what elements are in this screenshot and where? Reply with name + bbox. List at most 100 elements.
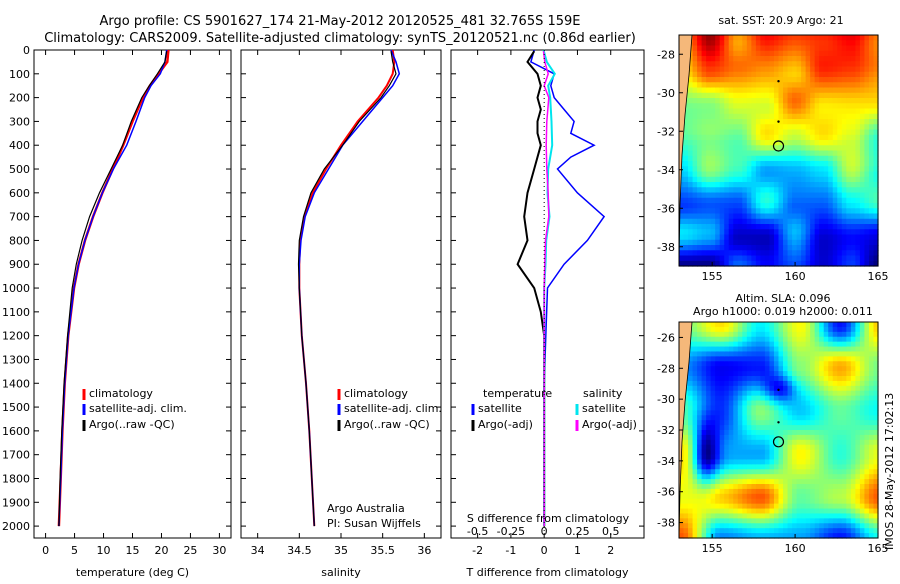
heatmap-cell bbox=[724, 155, 730, 162]
heatmap-cell bbox=[787, 176, 793, 183]
heatmap-cell bbox=[868, 493, 875, 500]
heatmap-cell bbox=[828, 155, 834, 162]
heatmap-cell bbox=[864, 56, 870, 62]
heatmap-cell bbox=[819, 356, 825, 362]
heatmap-cell bbox=[846, 380, 852, 387]
heatmap-cell bbox=[778, 40, 784, 47]
heatmap-cell bbox=[841, 119, 847, 125]
heatmap-cell bbox=[760, 103, 766, 110]
heatmap-cell bbox=[706, 410, 712, 416]
heatmap-cell bbox=[868, 197, 875, 204]
heatmap-cell bbox=[701, 166, 707, 173]
heatmap-cell bbox=[710, 430, 716, 436]
heatmap-cell bbox=[778, 405, 784, 411]
heatmap-cell bbox=[724, 255, 730, 262]
heatmap-cell bbox=[855, 528, 861, 534]
heatmap-cell bbox=[837, 390, 843, 397]
heatmap-cell bbox=[692, 45, 698, 52]
heatmap-cell bbox=[742, 197, 748, 204]
heatmap-cell bbox=[868, 322, 875, 328]
x-tick-label: 25 bbox=[183, 544, 197, 557]
heatmap-cell bbox=[737, 50, 743, 57]
heatmap-cell bbox=[868, 371, 875, 377]
heatmap-cell bbox=[701, 45, 707, 52]
heatmap-cell bbox=[755, 390, 762, 397]
heatmap-cell bbox=[697, 187, 703, 194]
heatmap-cell bbox=[801, 250, 807, 257]
heatmap-cell bbox=[801, 420, 807, 426]
heatmap-cell bbox=[742, 229, 748, 236]
heatmap-cell bbox=[692, 459, 698, 465]
heatmap-cell bbox=[841, 224, 847, 230]
heatmap-cell bbox=[810, 513, 816, 519]
heatmap-cell bbox=[832, 145, 838, 152]
heatmap-cell bbox=[846, 245, 852, 251]
heatmap-cell bbox=[828, 464, 834, 470]
heatmap-cell bbox=[796, 145, 802, 152]
heatmap-cell bbox=[724, 380, 730, 387]
heatmap-cell bbox=[810, 61, 816, 68]
heatmap-cell bbox=[859, 400, 866, 407]
heatmap-cell bbox=[733, 245, 739, 251]
heatmap-cell bbox=[868, 336, 875, 343]
heatmap-cell bbox=[746, 508, 752, 515]
heatmap-cell bbox=[787, 129, 793, 136]
heatmap-cell bbox=[819, 155, 825, 162]
heatmap-cell bbox=[688, 208, 694, 215]
heatmap-cell bbox=[828, 103, 834, 110]
heatmap-cell bbox=[810, 87, 816, 94]
heatmap-cell bbox=[841, 385, 847, 392]
heatmap-cell bbox=[859, 255, 866, 262]
legend-label: Argo(-adj) bbox=[478, 418, 533, 431]
heatmap-cell bbox=[719, 493, 725, 500]
heatmap-cell bbox=[868, 166, 875, 173]
heatmap-cell bbox=[810, 77, 816, 83]
heatmap-cell bbox=[710, 176, 716, 183]
figure-title-line2: Climatology: CARS2009. Satellite-adjuste… bbox=[44, 31, 636, 46]
heatmap-cell bbox=[760, 155, 766, 162]
heatmap-cell bbox=[868, 87, 875, 94]
heatmap-cell bbox=[810, 336, 816, 343]
heatmap-cell bbox=[855, 134, 861, 141]
heatmap-cell bbox=[769, 77, 775, 83]
y-tick-label: 1800 bbox=[2, 472, 30, 485]
heatmap-cell bbox=[787, 77, 793, 83]
heatmap-cell bbox=[755, 124, 762, 131]
heatmap-cell bbox=[688, 459, 694, 465]
heatmap-cell bbox=[783, 145, 789, 152]
heatmap-cell bbox=[760, 134, 766, 141]
heatmap-cell bbox=[814, 474, 820, 480]
heatmap-cell bbox=[742, 155, 748, 162]
heatmap-cell bbox=[710, 40, 716, 47]
heatmap-cell bbox=[850, 361, 856, 367]
heatmap-cell bbox=[828, 484, 834, 490]
heatmap-cell bbox=[688, 513, 694, 519]
heatmap-cell bbox=[688, 415, 694, 421]
heatmap-cell bbox=[841, 361, 847, 367]
heatmap-cell bbox=[796, 371, 802, 377]
heatmap-cell bbox=[715, 518, 721, 524]
heatmap-cell bbox=[823, 140, 829, 146]
map-title-line2: Argo h1000: 0.019 h2000: 0.011 bbox=[693, 305, 873, 318]
heatmap-cell bbox=[868, 255, 875, 262]
heatmap-cell bbox=[742, 66, 748, 73]
heatmap-cell bbox=[864, 533, 870, 539]
heatmap-cell bbox=[737, 145, 743, 152]
heatmap-cell bbox=[859, 346, 866, 353]
heatmap-cell bbox=[697, 166, 703, 173]
heatmap-cell bbox=[733, 395, 739, 402]
heatmap-cell bbox=[764, 469, 771, 475]
heatmap-cell bbox=[837, 326, 843, 333]
heatmap-cell bbox=[823, 45, 829, 52]
heatmap-cell bbox=[769, 405, 775, 411]
heatmap-cell bbox=[841, 77, 847, 83]
heatmap-cell bbox=[755, 400, 762, 407]
heatmap-cell bbox=[846, 145, 852, 152]
heatmap-cell bbox=[846, 260, 852, 267]
heatmap-cell bbox=[846, 341, 852, 348]
heatmap-cell bbox=[846, 197, 852, 204]
heatmap-cell bbox=[724, 395, 730, 402]
heatmap-cell bbox=[837, 336, 843, 343]
heatmap-cell bbox=[778, 415, 784, 421]
heatmap-cell bbox=[805, 218, 811, 225]
